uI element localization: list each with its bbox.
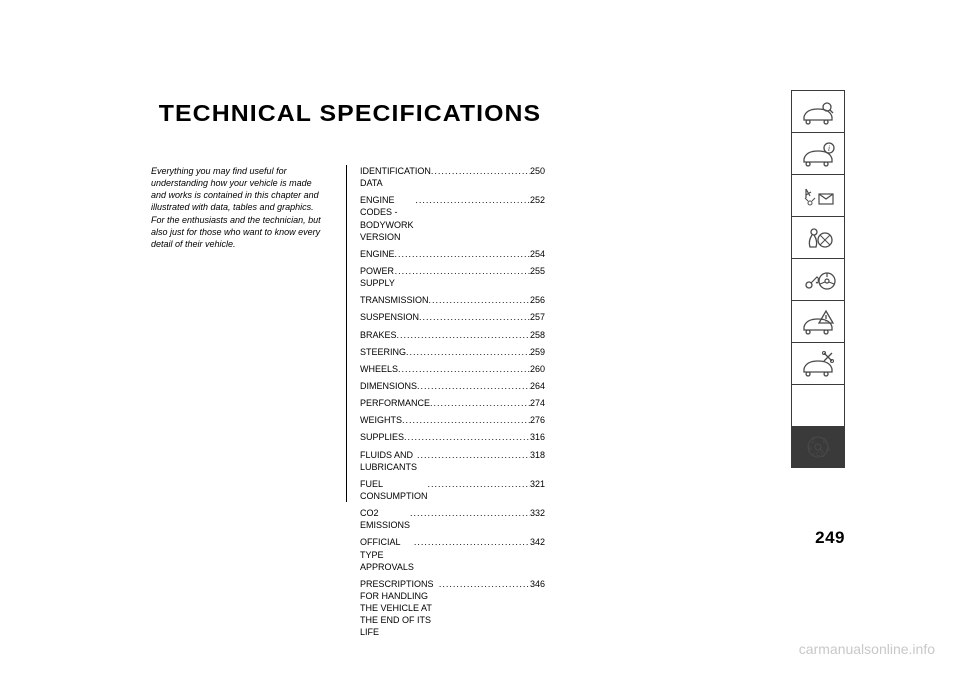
toc-page: 316: [530, 431, 545, 443]
page: TECHNICAL SPECIFICATIONS Everything you …: [0, 0, 960, 679]
svg-text:A: A: [826, 447, 830, 453]
toc-page: 342: [530, 536, 545, 548]
sidebar-tab-car-search[interactable]: [791, 90, 845, 132]
toc-label: FLUIDS AND LUBRICANTS: [360, 449, 417, 473]
toc-page: 257: [530, 311, 545, 323]
toc-dots: [428, 478, 530, 490]
sidebar-tab-car-info[interactable]: i: [791, 132, 845, 174]
toc-line: STEERING 259: [360, 346, 545, 358]
sidebar-tab-car-tools[interactable]: [791, 342, 845, 384]
toc-label: WHEELS: [360, 363, 398, 375]
toc-column: IDENTIFICATION DATA 250 ENGINE CODES - BO…: [360, 165, 545, 644]
svg-text:D: D: [821, 453, 826, 459]
toc-label: OFFICIAL TYPE APPROVALS: [360, 536, 414, 572]
toc-page: 274: [530, 397, 545, 409]
toc-dots: [414, 536, 530, 548]
toc-line: FUEL CONSUMPTION 321: [360, 478, 545, 502]
toc-page: 260: [530, 363, 545, 375]
toc-page: 276: [530, 414, 545, 426]
toc-page: 321: [530, 478, 545, 490]
chapter-sidebar: iZEBAIDC: [791, 90, 845, 468]
svg-text:E: E: [823, 439, 827, 445]
toc-line: PRESCRIPTIONS FOR HANDLING THE VEHICLE A…: [360, 578, 545, 639]
toc-label: BRAKES: [360, 329, 397, 341]
toc-line: BRAKES 258: [360, 329, 545, 341]
toc-line: TRANSMISSION 256: [360, 294, 545, 306]
toc-line: WEIGHTS 276: [360, 414, 545, 426]
sidebar-tab-alpha-index[interactable]: ZEBAIDC: [791, 426, 845, 468]
toc-page: 258: [530, 329, 545, 341]
toc-dots: [410, 507, 530, 519]
toc-label: PRESCRIPTIONS FOR HANDLING THE VEHICLE A…: [360, 578, 439, 639]
column-separator: [346, 165, 347, 502]
toc-dots: [395, 265, 530, 277]
toc-dots: [429, 294, 530, 306]
svg-text:i: i: [828, 144, 830, 153]
toc-dots: [395, 248, 530, 260]
toc-dots: [431, 165, 530, 177]
watermark: carmanualsonline.info: [799, 641, 935, 657]
sidebar-tab-key-wheel[interactable]: [791, 258, 845, 300]
page-number: 249: [815, 528, 845, 548]
toc-dots: [417, 449, 530, 461]
toc-label: POWER SUPPLY: [360, 265, 395, 289]
toc-page: 252: [530, 194, 545, 206]
toc-label: TRANSMISSION: [360, 294, 429, 306]
toc-label: CO2 EMISSIONS: [360, 507, 410, 531]
toc-page: 332: [530, 507, 545, 519]
toc-label: ENGINE: [360, 248, 395, 260]
toc-page: 256: [530, 294, 545, 306]
toc-line: CO2 EMISSIONS 332: [360, 507, 545, 531]
svg-text:C: C: [816, 452, 821, 458]
toc-label: STEERING: [360, 346, 406, 358]
toc-page: 346: [530, 578, 545, 590]
toc-line: SUSPENSION 257: [360, 311, 545, 323]
toc-line: DIMENSIONS 264: [360, 380, 545, 392]
toc-dots: [402, 414, 530, 426]
toc-dots: [398, 363, 530, 375]
toc-line: PERFORMANCE 274: [360, 397, 545, 409]
toc-dots: [419, 311, 530, 323]
sidebar-tab-airbag[interactable]: [791, 216, 845, 258]
toc-line: ENGINE CODES - BODYWORK VERSION 252: [360, 194, 545, 243]
toc-label: SUSPENSION: [360, 311, 419, 323]
toc-label: SUPPLIES: [360, 431, 404, 443]
toc-page: 250: [530, 165, 545, 177]
toc-page: 318: [530, 449, 545, 461]
toc-label: IDENTIFICATION DATA: [360, 165, 431, 189]
toc-label: DIMENSIONS: [360, 380, 417, 392]
toc-dots: [397, 329, 530, 341]
toc-page: 254: [530, 248, 545, 260]
toc-line: POWER SUPPLY 255: [360, 265, 545, 289]
toc-dots: [439, 578, 530, 590]
svg-text:B: B: [808, 447, 812, 453]
toc-label: PERFORMANCE: [360, 397, 430, 409]
toc-dots: [406, 346, 530, 358]
sidebar-tab-lights-letter[interactable]: [791, 174, 845, 216]
toc-dots: [417, 380, 530, 392]
toc-label: FUEL CONSUMPTION: [360, 478, 428, 502]
toc-line: WHEELS 260: [360, 363, 545, 375]
svg-text:Z: Z: [811, 439, 815, 445]
page-title: TECHNICAL SPECIFICATIONS: [0, 100, 728, 127]
intro-paragraph: Everything you may find useful for under…: [151, 165, 326, 250]
sidebar-tab-tech-spec[interactable]: [791, 384, 845, 426]
toc-line: FLUIDS AND LUBRICANTS 318: [360, 449, 545, 473]
toc-page: 255: [530, 265, 545, 277]
toc-dots: [404, 431, 530, 443]
toc-line: SUPPLIES 316: [360, 431, 545, 443]
toc-label: WEIGHTS: [360, 414, 402, 426]
toc-page: 264: [530, 380, 545, 392]
toc-dots: [415, 194, 530, 206]
toc-dots: [430, 397, 530, 409]
toc-line: OFFICIAL TYPE APPROVALS 342: [360, 536, 545, 572]
sidebar-tab-car-warning[interactable]: [791, 300, 845, 342]
toc-line: ENGINE 254: [360, 248, 545, 260]
toc-label: ENGINE CODES - BODYWORK VERSION: [360, 194, 415, 243]
toc-page: 259: [530, 346, 545, 358]
toc-line: IDENTIFICATION DATA 250: [360, 165, 545, 189]
